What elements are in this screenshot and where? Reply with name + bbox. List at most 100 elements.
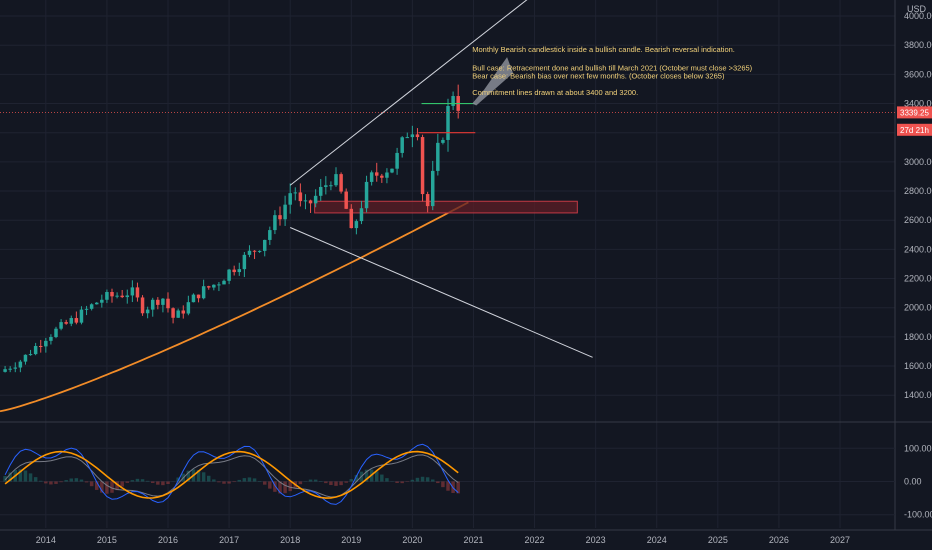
- time-tick-label: 2026: [769, 535, 789, 545]
- osc-histogram-bar: [28, 473, 33, 482]
- candle-body: [38, 345, 43, 347]
- osc-histogram-bar: [156, 481, 160, 485]
- candle-body: [161, 298, 165, 305]
- candle-body: [242, 254, 247, 270]
- osc-histogram-bar: [74, 478, 79, 482]
- lower-channel-trend-line[interactable]: [289, 227, 593, 358]
- osc-histogram-bar: [135, 478, 140, 482]
- osc-histogram-bar: [420, 476, 425, 482]
- candle-body: [140, 297, 145, 314]
- osc-histogram-bar: [84, 481, 89, 483]
- time-tick-label: 2022: [525, 535, 545, 545]
- osc-histogram-bar: [298, 481, 303, 485]
- osc-histogram-bar: [308, 479, 313, 482]
- candle-body: [451, 96, 455, 106]
- osc-histogram-bar: [344, 481, 348, 483]
- candle-body: [125, 295, 130, 298]
- candle-body: [156, 299, 160, 305]
- osc-histogram-bar: [166, 481, 170, 484]
- osc-histogram-bar: [201, 472, 206, 482]
- time-tick-label: 2018: [280, 535, 300, 545]
- candle-body: [110, 292, 114, 297]
- candle-body: [339, 174, 343, 192]
- osc-histogram-bar: [186, 470, 191, 482]
- commitment-levels-layer[interactable]: [0, 102, 895, 134]
- candle-body: [44, 340, 48, 347]
- candle-body: [28, 354, 33, 356]
- candle-body: [354, 221, 359, 229]
- annotation-text: Commitment lines drawn at about 3400 and…: [472, 88, 638, 97]
- candle-body: [166, 298, 170, 309]
- osc-histogram-bar: [105, 481, 109, 494]
- candle-body: [145, 309, 150, 314]
- osc-histogram-bar: [324, 481, 328, 484]
- osc-histogram-bar: [217, 481, 221, 483]
- candle-body: [227, 269, 231, 281]
- price-tick-label: 2600.00: [904, 215, 932, 225]
- candle-body: [441, 139, 445, 143]
- osc-histogram-bar: [334, 481, 338, 486]
- trend-lines-layer[interactable]: [289, 0, 593, 358]
- price-tick-label: 2800.00: [904, 186, 932, 196]
- upper-channel-trend-line[interactable]: [289, 0, 528, 186]
- osc-tick-label: -100.00: [904, 510, 932, 520]
- osc-histogram-bar: [110, 481, 114, 493]
- candle-body: [74, 318, 79, 323]
- osc-histogram-bar: [44, 481, 48, 484]
- annotation-text: Bull case: Retracement done and bullish …: [472, 64, 752, 73]
- candle-body: [344, 191, 348, 209]
- candle-body: [364, 181, 369, 209]
- osc-histogram-bar: [232, 481, 236, 483]
- osc-histogram-bar: [262, 481, 267, 485]
- osc-histogram-bar: [313, 479, 318, 482]
- candle-body: [420, 137, 425, 195]
- candle-body: [135, 287, 140, 298]
- osc-histogram-bar: [364, 469, 369, 482]
- candle-body: [334, 174, 338, 186]
- osc-histogram-bar: [415, 477, 420, 482]
- candle-body: [308, 200, 313, 204]
- time-tick-label: 2015: [97, 535, 117, 545]
- time-tick-label: 2023: [586, 535, 606, 545]
- candle-body: [33, 345, 38, 355]
- candle-body: [115, 295, 119, 297]
- candle-body: [54, 328, 58, 338]
- osc-histogram-bar: [273, 481, 277, 492]
- osc-histogram-bar: [69, 478, 74, 482]
- candle-body: [49, 337, 53, 341]
- osc-average-line: [4, 454, 459, 498]
- time-tick-label: 2017: [219, 535, 239, 545]
- osc-histogram-bar: [89, 481, 94, 487]
- price-tick-label: 3600.00: [904, 69, 932, 79]
- osc-histogram-bar: [410, 479, 415, 482]
- price-tick-label: 1600.00: [904, 361, 932, 371]
- time-tick-label: 2016: [158, 535, 178, 545]
- osc-histogram-bar: [278, 481, 282, 494]
- candle-body: [64, 322, 68, 324]
- candle-body: [8, 368, 12, 370]
- price-tick-label: 2200.00: [904, 274, 932, 284]
- time-tick-label: 2025: [708, 535, 728, 545]
- candle-body: [288, 193, 292, 205]
- candle-body: [94, 302, 99, 305]
- price-tick-label: 3400.00: [904, 99, 932, 109]
- candle-body: [171, 308, 175, 318]
- support-zone[interactable]: [314, 200, 578, 214]
- osc-slow-line: [4, 450, 459, 499]
- osc-histogram-bar: [49, 481, 53, 485]
- annotation-text: Monthly Bearish candlestick inside a bul…: [472, 45, 735, 54]
- osc-histogram-bar: [441, 481, 445, 488]
- osc-histogram-bar: [150, 481, 155, 483]
- osc-histogram-bar: [395, 481, 399, 483]
- osc-histogram-bar: [436, 481, 440, 484]
- osc-histogram-bar: [120, 481, 124, 487]
- time-tick-label: 2027: [830, 535, 850, 545]
- osc-histogram-bar: [54, 481, 58, 484]
- osc-histogram-bar: [8, 472, 12, 482]
- candle-body: [257, 250, 262, 252]
- osc-histogram-bar: [3, 476, 7, 482]
- annotation-text: Bear case: Bearish bias over next few mo…: [472, 71, 725, 80]
- osc-histogram-bar: [94, 481, 99, 490]
- candle-body: [105, 292, 109, 300]
